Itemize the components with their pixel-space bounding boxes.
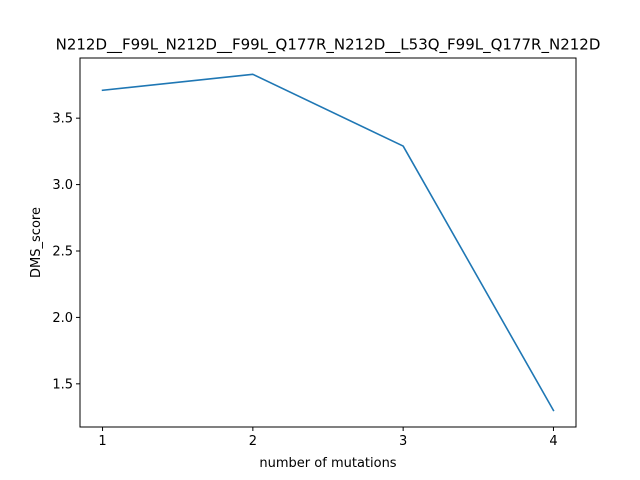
plot-area: [101, 73, 555, 412]
y-tick-label: 2.0: [52, 311, 73, 326]
y-axis: 1.5 2.0 2.5 3.0 3.5: [52, 112, 80, 392]
x-axis: 1 2 3 4: [98, 427, 558, 449]
y-tick-label: 3.0: [52, 178, 73, 193]
x-tick-label: 2: [249, 434, 257, 449]
x-axis-label: number of mutations: [259, 456, 396, 471]
x-tick-label: 4: [549, 434, 557, 449]
series-line-0: [101, 73, 555, 412]
axes-frame: [79, 57, 577, 428]
chart-title: N212D__F99L_N212D__F99L_Q177R_N212D__L53…: [56, 36, 601, 55]
x-tick-label: 1: [98, 434, 106, 449]
y-tick-label: 2.5: [52, 245, 73, 260]
y-axis-label: DMS_score: [29, 207, 44, 278]
x-tick-label: 3: [399, 434, 407, 449]
y-tick-label: 1.5: [52, 377, 73, 392]
y-tick-label: 3.5: [52, 112, 73, 127]
